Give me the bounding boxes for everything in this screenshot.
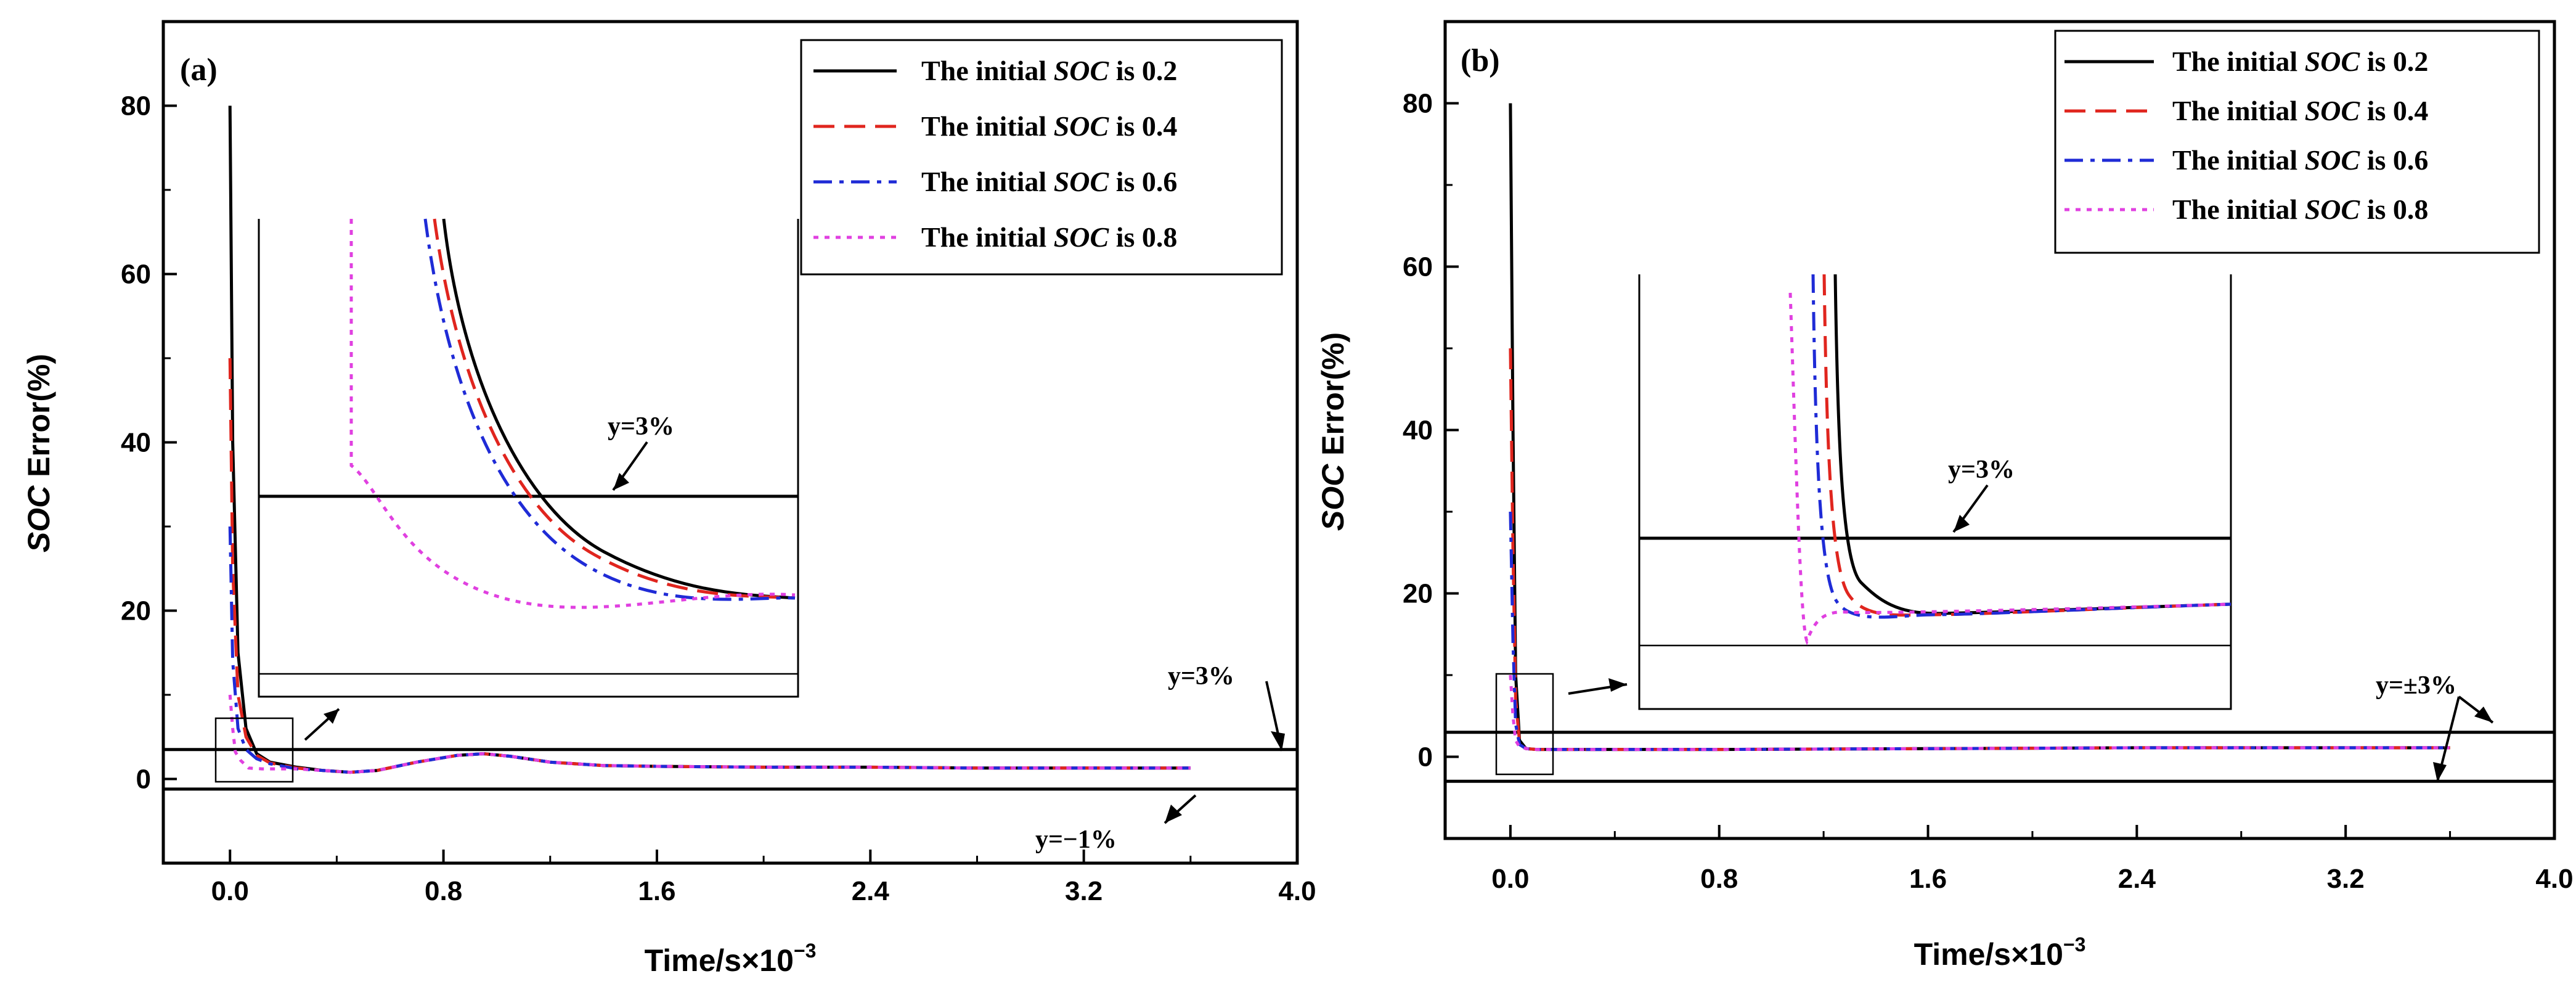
panel-a-annotations: y=3% y=−1% [214, 662, 1285, 854]
panel-b-y-tick-label-4: 80 [1403, 89, 1433, 119]
panel-b-zoom-arrow-head [1608, 678, 1627, 692]
panel-b-x-tick-label-3: 2.4 [2118, 864, 2156, 894]
panel-a-inset-arrow-head [613, 473, 629, 490]
panel-b-series-2-line [1509, 511, 2450, 752]
panel-b-inset-arrow-head [1954, 515, 1970, 532]
panel-a-x-tick-label-1: 0.8 [425, 876, 462, 906]
panel-b-x-tick-label-0: 0.0 [1491, 864, 1529, 894]
panel-a-legend-frame [800, 39, 1283, 276]
panel-b-x-tick-label-4: 3.2 [2327, 864, 2365, 894]
panel-a-legend-label-1: The initial SOC is 0.4 [921, 110, 1177, 142]
panel-a-arrow-ref-lower-head [1165, 805, 1182, 823]
panel-b-legend-label-1: The initial SOC is 0.4 [2172, 95, 2428, 126]
panel-a-series-3-line [228, 694, 1191, 774]
panel-a-annotation-ref-lower: y=−1% [1035, 826, 1117, 854]
panel-a-y-tick-label-0: 0 [136, 764, 151, 795]
panel-a-legend-label-2: The initial SOC is 0.6 [921, 166, 1177, 197]
panel-a-legend-label-0: The initial SOC is 0.2 [921, 55, 1177, 86]
panel-a-ticks: 0.0 0.8 1.6 2.4 3.2 4.0 0 20 40 60 80 [121, 91, 1316, 907]
panel-a-x-tick-label-2: 1.6 [638, 876, 675, 906]
panel-b: y=3% 0.0 0.8 1.6 2.4 3.2 4.0 0 20 40 60 80 (b) Tim… [1316, 20, 2574, 972]
panel-b-y-tick-label-0: 0 [1418, 742, 1433, 773]
panel-b-y-tick-label-2: 40 [1403, 416, 1433, 446]
panel-b-legend: The initial SOC is 0.2 The initial SOC is… [2054, 30, 2540, 254]
panel-b-inset-label: y=3% [1948, 456, 2015, 484]
panel-a-y-tick-label-4: 80 [121, 91, 151, 121]
panel-b-series-3-line [1509, 674, 2450, 752]
panel-a-y-tick-label-3: 60 [121, 260, 151, 290]
panel-a-zoom-arrow-head [324, 709, 339, 724]
panel-b-y-tick-label-3: 60 [1403, 252, 1433, 282]
panel-a-label: (a) [180, 52, 218, 88]
panel-b-arrow-ref-lower-head [2433, 762, 2447, 782]
panel-b-legend-label-2: The initial SOC is 0.6 [2172, 144, 2428, 176]
panel-a-arrow-ref-upper-head [1271, 731, 1285, 751]
panel-b-inset-series-3-line [1788, 292, 2232, 645]
panel-a-y-tick-label-1: 20 [121, 596, 151, 626]
panel-a-x-axis-title: Time/s×10−3 [645, 940, 817, 978]
panel-a-inset-series-0-line [442, 218, 796, 600]
panel-b-inset-frame [1638, 274, 2232, 710]
panel-b-annotations: y=±3% [1495, 671, 2494, 782]
panel-a-legend: The initial SOC is 0.2 The initial SOC is… [800, 39, 1283, 276]
panel-a-inset-series-2-line [423, 218, 796, 601]
panel-b-inset: y=3% [1638, 274, 2232, 710]
panel-a-x-tick-label-4: 3.2 [1065, 876, 1103, 906]
panel-a-y-axis-title: SOC Error(%) [22, 354, 56, 552]
panel-b-inset-bg [1639, 274, 2231, 709]
panel-b-x-tick-label-1: 0.8 [1700, 864, 1738, 894]
panel-b-x-axis-title: Time/s×10−3 [1914, 933, 2086, 972]
panel-b-annotation-ref: y=±3% [2376, 671, 2456, 700]
panel-b-legend-label-0: The initial SOC is 0.2 [2172, 46, 2428, 77]
panel-b-zoom-box [1495, 673, 1554, 776]
panel-a-inset-frame [258, 219, 799, 698]
panel-a-legend-label-3: The initial SOC is 0.8 [921, 221, 1177, 253]
panel-a-inset-bg [259, 219, 798, 697]
panel-a-inset-series-1-line [433, 218, 796, 600]
panel-a-x-tick-label-5: 4.0 [1278, 876, 1316, 906]
panel-b-x-tick-label-5: 4.0 [2535, 864, 2573, 894]
panel-a-x-tick-label-3: 2.4 [852, 876, 890, 906]
panel-a-series-layer [163, 105, 1297, 791]
panel-a-annotation-ref-upper: y=3% [1168, 662, 1234, 691]
panel-b-legend-label-3: The initial SOC is 0.8 [2172, 194, 2428, 225]
panel-a-inset-label: y=3% [608, 412, 674, 441]
panel-a-zoom-box [214, 717, 294, 783]
panel-a: y=3% 0.0 0.8 1.6 2.4 3.2 4.0 0 20 40 60 80 (a) Tim… [22, 20, 1316, 978]
panel-b-y-axis-title: SOC Error(%) [1316, 332, 1350, 531]
panel-a-inset-series-3-line [349, 219, 796, 609]
panel-a-x-tick-label-0: 0.0 [211, 876, 249, 906]
panel-b-inset-series-2-line [1811, 274, 2232, 619]
panel-b-series-layer [1445, 103, 2554, 783]
panel-b-y-tick-label-1: 20 [1403, 579, 1433, 609]
panel-a-inset: y=3% [258, 218, 799, 698]
panel-a-y-tick-label-2: 40 [121, 428, 151, 458]
panel-b-ticks: 0.0 0.8 1.6 2.4 3.2 4.0 0 20 40 60 80 [1403, 89, 2574, 895]
panel-b-legend-frame [2054, 30, 2540, 254]
panel-b-x-tick-label-2: 1.6 [1909, 864, 1947, 894]
panel-b-label: (b) [1461, 43, 1500, 78]
panel-b-arrow-ref-upper-head [2474, 707, 2493, 723]
